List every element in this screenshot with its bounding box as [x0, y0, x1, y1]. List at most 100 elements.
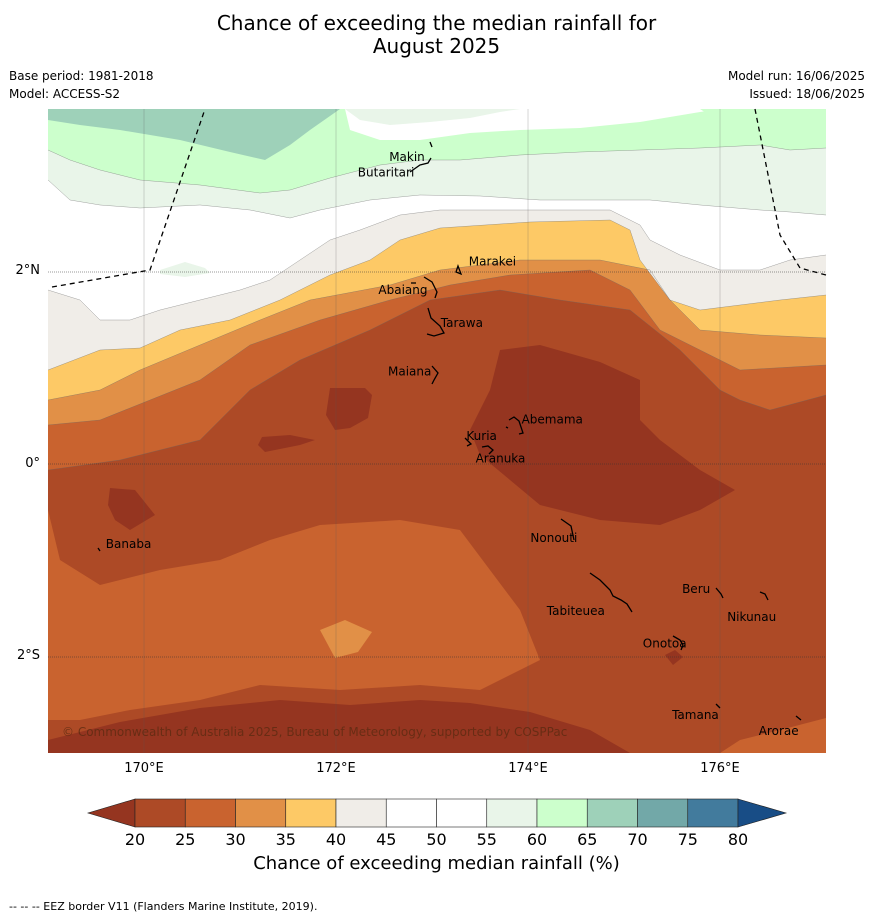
island-makin — [429, 141, 433, 148]
colorbar-tick-80: 80 — [727, 830, 749, 849]
colorbar-tick-65: 65 — [577, 830, 598, 849]
lat-lines — [48, 271, 826, 658]
colorbar-cell-40-45 — [335, 798, 387, 828]
place-label-banaba: Banaba — [106, 537, 152, 551]
colorbar-tick-30: 30 — [225, 830, 246, 849]
island-nikunau — [759, 591, 769, 601]
island-onotoa — [672, 635, 684, 651]
place-label-arorae: Arorae — [759, 724, 799, 738]
model-run: Model run: 16/06/2025 — [727, 69, 865, 83]
place-label-abaiang: Abaiang — [378, 283, 427, 297]
footer-note: -- -- -- EEZ border V11 (Flanders Marine… — [9, 900, 318, 913]
island-nonouti — [560, 518, 575, 541]
meta-right: Model run: 16/06/2025 Issued: 18/06/2025 — [728, 69, 865, 105]
island-abemama-2 — [505, 426, 509, 429]
colorbar-extend-high — [737, 798, 788, 828]
island-maiana — [431, 365, 439, 385]
colorbar-tick-20: 20 — [124, 830, 146, 849]
place-label-beru: Beru — [682, 582, 710, 596]
lat-label-2s: 2°S — [16, 648, 40, 663]
place-label-makin: Makin — [389, 150, 425, 164]
colorbar-tick-70: 70 — [627, 830, 648, 849]
colorbar-tick-50: 50 — [426, 830, 447, 849]
lon-label-170: 170°E — [124, 761, 164, 776]
place-label-maiana: Maiana — [388, 364, 431, 378]
place-label-nikunau: Nikunau — [727, 610, 776, 624]
lon-label-172: 172°E — [316, 761, 356, 776]
colorbar-cell-60-65 — [536, 798, 588, 828]
colorbar-cell-20-25 — [134, 798, 186, 828]
island-arorae — [795, 715, 802, 721]
meta-left: Base period: 1981-2018 Model: ACCESS-S2 — [9, 69, 154, 105]
place-label-tabiteuea: Tabiteuea — [546, 604, 605, 618]
place-label-butaritari: Butaritari — [358, 165, 415, 179]
island-banaba — [97, 547, 101, 552]
colorbar-cell-70-75 — [637, 798, 689, 828]
colorbar-tick-40: 40 — [325, 830, 347, 849]
colorbar-label: Chance of exceeding median rainfall (%) — [253, 853, 620, 874]
map-title: Chance of exceeding the median rainfall … — [0, 12, 873, 58]
colorbar-cell-35-40 — [285, 798, 337, 828]
island-tabiteuea — [589, 572, 633, 613]
island-aranuka — [481, 445, 494, 455]
eez-border — [51, 108, 827, 288]
band-25-30-south — [48, 510, 540, 720]
colorbar-tick-35: 35 — [275, 830, 296, 849]
title-line-2: August 2025 — [372, 34, 501, 58]
colorbar-tick-60: 60 — [526, 830, 548, 849]
lat-label-0: 0° — [25, 456, 40, 471]
place-label-tamana: Tamana — [671, 708, 719, 722]
island-kuria — [464, 437, 473, 447]
lon-label-176: 176°E — [700, 761, 740, 776]
place-label-marakei: Marakei — [469, 254, 516, 268]
contour-fills — [48, 109, 826, 753]
colorbar-tick-55: 55 — [476, 830, 497, 849]
colorbar-cells — [86, 798, 788, 828]
band-65-70-nw — [48, 109, 340, 160]
lat-label-2n: 2°N — [15, 263, 41, 278]
colorbar-cell-55-60 — [486, 798, 538, 828]
place-label-kuria: Kuria — [466, 429, 497, 443]
place-label-abemama: Abemama — [522, 412, 583, 426]
patch-green — [160, 262, 210, 277]
colorbar-extend-low — [86, 798, 136, 828]
island-marakei — [455, 264, 463, 276]
colorbar-tick-25: 25 — [175, 830, 196, 849]
band-top-pale — [345, 109, 520, 125]
island-abemama — [508, 416, 524, 435]
islands — [97, 141, 802, 721]
band-lt-20-south — [48, 700, 630, 753]
colorbar-cell-50-55 — [436, 798, 488, 828]
band-lt-20-banaba — [108, 488, 155, 530]
colorbar-cell-75-80 — [687, 798, 739, 828]
colorbar-cell-45-50 — [385, 798, 437, 828]
island-butaritari — [409, 157, 432, 173]
colorbar-cell-65-70 — [586, 798, 638, 828]
band-lt-20-kuria — [258, 435, 315, 452]
band-lt-20-central — [470, 345, 735, 525]
band-lt-20-onotoa — [665, 650, 683, 665]
island-abaiang — [423, 276, 438, 299]
island-tamana — [715, 703, 721, 709]
contour-lines — [48, 144, 826, 471]
band-25-30-se — [720, 718, 826, 753]
island-tarawa — [426, 307, 445, 337]
colorbar-tick-45: 45 — [376, 830, 397, 849]
place-label-tarawa: Tarawa — [440, 316, 483, 330]
band-lt-20-maiana — [326, 388, 372, 430]
island-beru — [715, 587, 724, 599]
issued-date: Issued: 18/06/2025 — [749, 87, 865, 101]
place-label-onotoa: Onotoa — [643, 636, 687, 650]
band-30-35-south — [320, 620, 372, 658]
colorbar-cell-25-30 — [184, 798, 236, 828]
copyright-notice: © Commonwealth of Australia 2025, Bureau… — [62, 725, 567, 739]
colorbar-cell-30-35 — [235, 798, 287, 828]
band-ne-green — [700, 109, 800, 135]
colorbar-tick-75: 75 — [677, 830, 698, 849]
place-label-aranuka: Aranuka — [476, 452, 526, 466]
base-period: Base period: 1981-2018 — [9, 69, 154, 83]
graticule — [143, 109, 721, 753]
